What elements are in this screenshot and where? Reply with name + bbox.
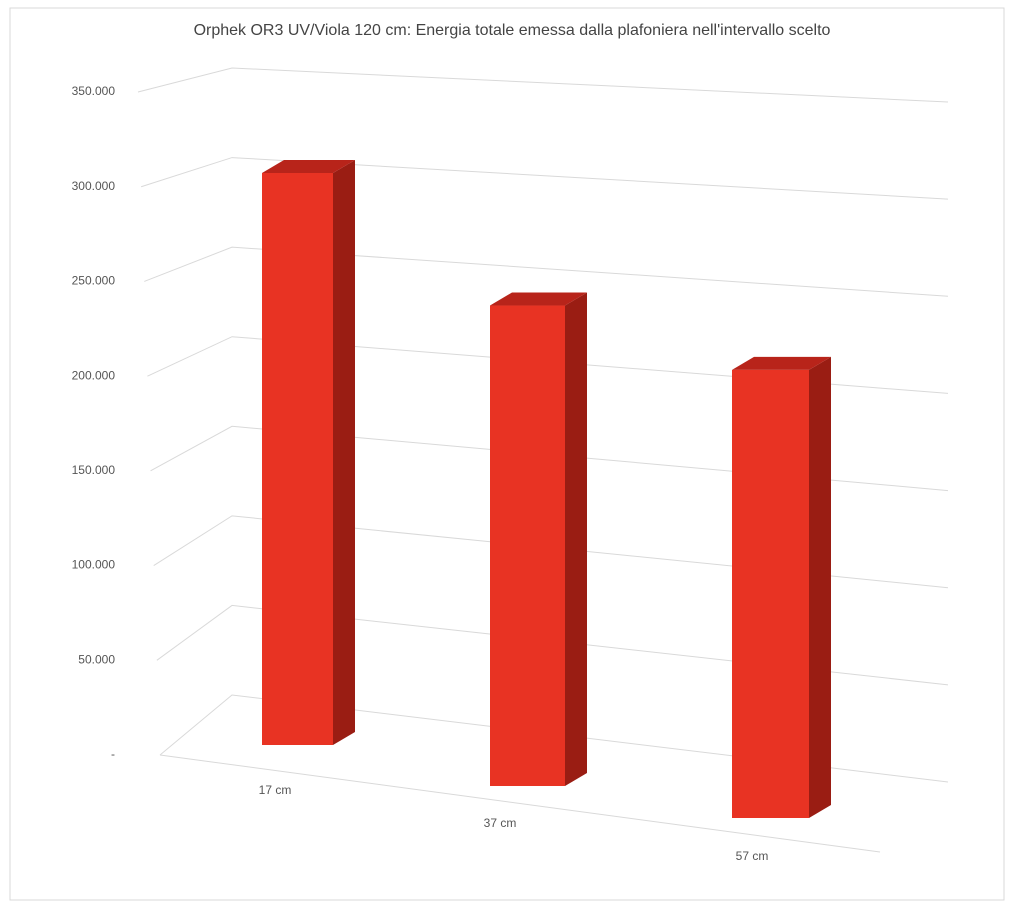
x-tick-label: 37 cm	[484, 816, 517, 830]
floor-edge	[159, 754, 881, 853]
grid-line	[153, 515, 949, 589]
y-tick-label: 200.000	[72, 368, 116, 382]
y-tick-label: 350.000	[72, 84, 116, 98]
grid-line	[137, 67, 949, 103]
y-tick-label: 300.000	[72, 179, 116, 193]
grid-line	[144, 246, 949, 297]
bar-side	[333, 160, 355, 745]
grid-line	[150, 425, 949, 492]
grid-line	[147, 336, 949, 394]
y-tick-label: 250.000	[72, 274, 116, 288]
bar-top	[732, 356, 831, 370]
grid-line	[156, 604, 949, 686]
bar	[490, 305, 565, 786]
y-tick-label: -	[111, 747, 115, 761]
chart-title: Orphek OR3 UV/Viola 120 cm: Energia tota…	[194, 22, 831, 39]
x-tick-label: 57 cm	[736, 849, 769, 863]
bar-side	[809, 356, 831, 818]
x-tick-label: 17 cm	[259, 783, 292, 797]
y-tick-label: 50.000	[78, 652, 115, 666]
y-tick-label: 150.000	[72, 463, 116, 477]
bar-side	[565, 292, 587, 786]
bar	[732, 369, 809, 818]
grid-line	[159, 694, 949, 783]
grid-line	[140, 157, 949, 200]
bar-top	[262, 160, 355, 173]
y-tick-label: 100.000	[72, 558, 116, 572]
bar-top	[490, 292, 587, 306]
bar	[262, 173, 333, 745]
